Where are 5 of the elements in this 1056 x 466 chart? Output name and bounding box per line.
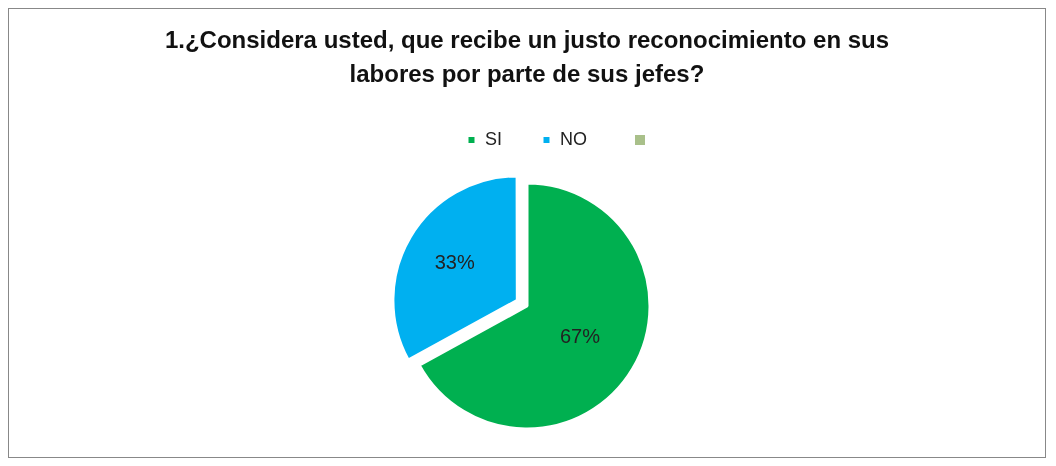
data-label: 33% — [434, 250, 475, 273]
data-label: 67% — [559, 324, 601, 347]
legend-label: NO — [560, 128, 587, 149]
chart-title: 1.¿Considera usted, que recibe un justo reconocimiento en sus labores por parte de sus jefes? — [163, 25, 891, 89]
legend-label: SI — [485, 128, 503, 149]
